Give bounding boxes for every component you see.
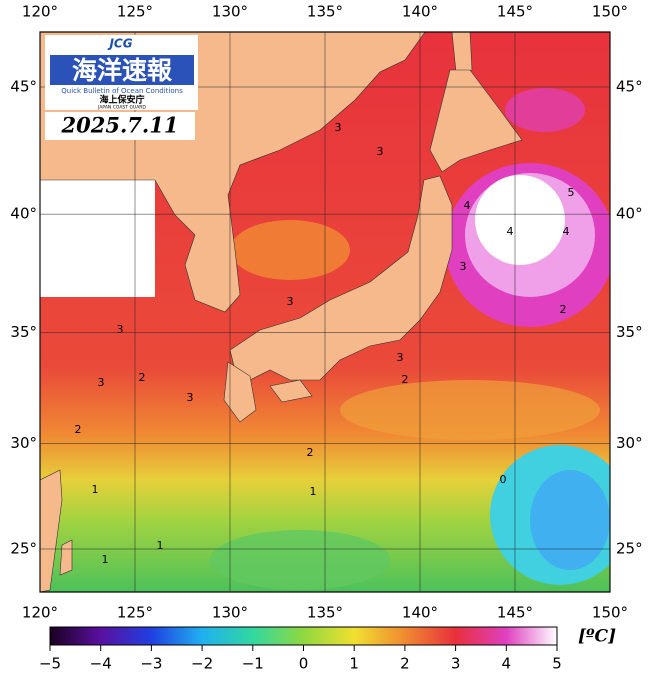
date-box: [45, 112, 195, 140]
colorbar-unit: [ºC]: [578, 627, 616, 647]
contour-label: 3: [187, 391, 194, 404]
contour-label: 3: [117, 323, 124, 336]
lon-label: 135°: [307, 604, 343, 622]
contour-label: 5: [568, 186, 575, 199]
lat-label: 45°: [616, 78, 643, 96]
contour-label: 2: [402, 373, 409, 386]
contour-label: 2: [75, 423, 82, 436]
colorbar-ticks: −5 −4 −3 −2 −1 0 1 2 3 4 5: [39, 645, 562, 673]
contour-label: 1: [157, 539, 164, 552]
contour-labels: 3 3 3 3 3 2 3 3 2 2 1 1 0 1 1 4 4 5 4 2 3 2: [75, 121, 575, 566]
colorbar-tick-label: −4: [90, 655, 112, 673]
lon-label: 130°: [212, 604, 248, 622]
logo-subtitle: Quick Bulletin of Ocean Conditions: [61, 87, 183, 95]
lon-label: 120°: [22, 3, 58, 21]
logo-title: 海洋速報: [72, 56, 173, 85]
date: 2025.7.11: [61, 113, 179, 138]
contour-label: 4: [507, 225, 514, 238]
colorbar-tick-label: 5: [552, 655, 562, 673]
lat-label: 35°: [616, 323, 643, 341]
contour-label: 1: [102, 553, 109, 566]
lon-label: 140°: [402, 604, 438, 622]
logo-badge: JCG: [107, 37, 132, 51]
colorbar-tick-label: −2: [191, 655, 213, 673]
lat-label: 40°: [10, 205, 37, 223]
contour-label: 4: [464, 199, 471, 212]
logo-agency-en: JAPAN COAST GUARD: [97, 105, 146, 111]
lon-label: 150°: [592, 3, 628, 21]
colorbar-tick-label: −1: [242, 655, 264, 673]
colorbar-tick-label: 4: [502, 655, 512, 673]
lat-label: 30°: [10, 434, 37, 452]
colorbar-tick-label: −5: [39, 655, 61, 673]
lon-label: 125°: [117, 3, 153, 21]
contour-label: 4: [563, 225, 570, 238]
lat-label: 45°: [10, 78, 37, 96]
lon-label: 140°: [402, 3, 438, 21]
lat-label: 40°: [616, 205, 643, 223]
lon-label: 130°: [212, 3, 248, 21]
contour-label: 3: [287, 295, 294, 308]
lon-label: 135°: [307, 3, 343, 21]
contour-label: 3: [98, 376, 105, 389]
colorbar-tick-label: 3: [451, 655, 461, 673]
contour-label: 0: [500, 473, 507, 486]
lon-label: 145°: [497, 604, 533, 622]
lon-label: 150°: [592, 604, 628, 622]
colorbar-tick-label: 1: [349, 655, 359, 673]
contour-label: 3: [397, 351, 404, 364]
contour-label: 2: [139, 371, 146, 384]
contour-label: 1: [310, 485, 317, 498]
colorbar: [49, 626, 558, 646]
contour-label: 3: [460, 260, 467, 273]
lat-label: 35°: [10, 323, 37, 341]
lat-label: 30°: [616, 434, 643, 452]
contour-label: 2: [560, 303, 567, 316]
colorbar-tick-label: 2: [400, 655, 410, 673]
colorbar-tick-label: 0: [299, 655, 309, 673]
contour-label: 2: [307, 446, 314, 459]
colorbar-tick-label: −3: [140, 655, 162, 673]
graticule: 120°120°125°125°130°130°135°135°140°140°…: [10, 3, 642, 622]
contour-label: 3: [377, 145, 384, 158]
logo-agency: 海上保安庁: [99, 94, 144, 106]
logo: JCG 海洋速報 Quick Bulletin of Ocean Conditi…: [45, 35, 198, 111]
lon-label: 120°: [22, 604, 58, 622]
logo-banner: [50, 55, 194, 85]
lon-label: 145°: [497, 3, 533, 21]
lon-label: 125°: [117, 604, 153, 622]
lat-label: 25°: [616, 540, 643, 558]
contour-label: 3: [335, 121, 342, 134]
contour-label: 1: [92, 483, 99, 496]
lat-label: 25°: [10, 540, 37, 558]
